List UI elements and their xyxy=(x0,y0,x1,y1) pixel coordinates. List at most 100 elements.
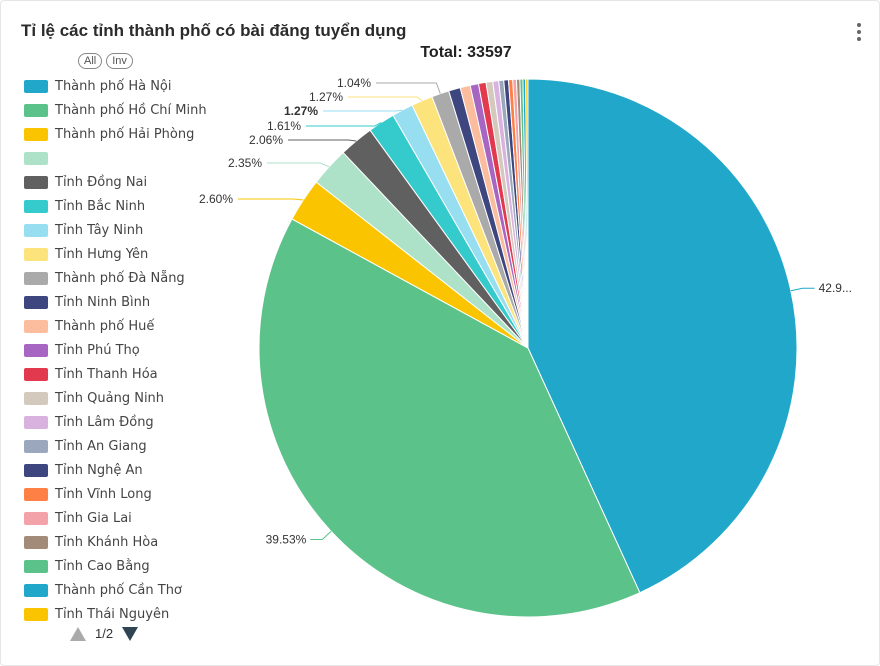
legend-swatch xyxy=(24,103,48,117)
slice-label: 1.61% xyxy=(267,119,301,133)
legend-label: Thành phố Hải Phòng xyxy=(55,126,195,142)
slice-label: 2.35% xyxy=(228,156,262,170)
legend-swatch xyxy=(24,391,48,405)
legend-label: Tỉnh Khánh Hòa xyxy=(55,534,159,550)
legend-item[interactable]: Tỉnh Phú Thọ xyxy=(24,340,140,360)
slice-label: 1.27% xyxy=(284,104,318,118)
legend-item[interactable]: Tỉnh Đồng Nai xyxy=(24,172,147,192)
legend-swatch xyxy=(24,175,48,189)
label-leader-line xyxy=(238,198,304,201)
legend-swatch xyxy=(24,415,48,429)
legend-swatch xyxy=(24,295,48,309)
label-leader-line xyxy=(376,82,441,94)
legend-swatch xyxy=(24,511,48,525)
legend-item[interactable]: Tỉnh Bắc Ninh xyxy=(24,196,145,216)
chart-title: Tỉ lệ các tỉnh thành phố có bài đăng tuy… xyxy=(21,21,407,40)
total-label: Total: 33597 xyxy=(420,44,512,61)
legend-label: Thành phố Huế xyxy=(55,318,155,334)
slice-label: 2.60% xyxy=(199,192,233,206)
slice-label: 2.06% xyxy=(249,133,283,147)
legend-item[interactable]: Thành phố Hải Phòng xyxy=(24,124,194,144)
pie-slice[interactable] xyxy=(525,78,529,349)
legend-swatch xyxy=(24,247,48,261)
legend-item[interactable]: Tỉnh Ninh Bình xyxy=(24,292,150,312)
legend-label: Tỉnh Cao Bằng xyxy=(55,558,150,574)
legend-item[interactable]: Tỉnh Thái Nguyên xyxy=(24,604,169,621)
label-leader-line xyxy=(267,162,330,168)
label-leader-line xyxy=(348,96,423,102)
triangle-up-icon[interactable] xyxy=(70,626,86,641)
legend-swatch xyxy=(24,583,48,597)
legend-label: Tỉnh Thái Nguyên xyxy=(55,606,170,622)
legend-page-indicator: 1/2 xyxy=(95,626,114,641)
slice-label: 39.53% xyxy=(266,533,307,547)
legend-label: Tỉnh Đồng Nai xyxy=(55,174,148,190)
legend-label: Tỉnh Hưng Yên xyxy=(55,246,149,262)
legend-swatch xyxy=(24,151,48,165)
legend-item[interactable]: Tỉnh Thanh Hóa xyxy=(24,364,158,384)
legend-swatch xyxy=(24,79,48,93)
legend-swatch xyxy=(24,127,48,141)
triangle-down-icon[interactable] xyxy=(122,626,139,641)
legend-select-all-button[interactable]: All xyxy=(78,53,103,69)
legend-label: Thành phố Hà Nội xyxy=(55,78,172,94)
legend-swatch xyxy=(24,199,48,213)
legend-pager: 1/2 xyxy=(70,626,139,641)
legend-label: Tỉnh Vĩnh Long xyxy=(55,486,152,502)
legend-item[interactable]: Tỉnh Khánh Hòa xyxy=(24,532,158,552)
legend-label: Tỉnh Phú Thọ xyxy=(55,342,140,358)
label-leader-line xyxy=(790,287,815,292)
label-leader-line xyxy=(288,139,357,142)
slice-label: 42.9... xyxy=(819,281,852,295)
legend-swatch xyxy=(24,463,48,477)
legend-label: Thành phố Đà Nẵng xyxy=(55,270,185,286)
pie-slice[interactable] xyxy=(258,218,641,618)
legend-label: Tỉnh Quảng Ninh xyxy=(55,390,165,406)
legend-item[interactable]: Thành phố Huế xyxy=(24,316,154,336)
legend-item[interactable]: Tỉnh Tây Ninh xyxy=(24,220,143,240)
legend-label: Tỉnh An Giang xyxy=(55,438,147,454)
legend-item[interactable]: Tỉnh Gia Lai xyxy=(24,508,132,528)
legend-swatch xyxy=(24,223,48,237)
legend-item[interactable] xyxy=(24,148,55,168)
legend-item[interactable]: Thành phố Hà Nội xyxy=(24,76,172,96)
label-leader-line xyxy=(323,109,403,112)
legend-label: Tỉnh Thanh Hóa xyxy=(55,366,158,382)
legend-item[interactable]: Tỉnh Hưng Yên xyxy=(24,244,148,264)
legend-swatch xyxy=(24,487,48,501)
legend-swatch xyxy=(24,535,48,549)
legend-controls: All Inv xyxy=(78,53,133,69)
legend-swatch xyxy=(24,559,48,573)
legend-item[interactable]: Tỉnh Vĩnh Long xyxy=(24,484,152,504)
label-leader-line xyxy=(306,122,382,127)
legend-item[interactable]: Tỉnh Quảng Ninh xyxy=(24,388,164,408)
legend-label: Tỉnh Nghệ An xyxy=(55,462,143,478)
legend-label: Tỉnh Tây Ninh xyxy=(55,222,144,238)
legend: Thành phố Hà Nội Thành phố Hồ Chí Minh Thà… xyxy=(24,76,224,621)
legend-label: Tỉnh Ninh Bình xyxy=(55,294,151,310)
legend-item[interactable]: Tỉnh An Giang xyxy=(24,436,147,456)
legend-swatch xyxy=(24,367,48,381)
legend-label: Tỉnh Bắc Ninh xyxy=(55,198,146,214)
slice-label: 1.27% xyxy=(309,90,343,104)
legend-label: Thành phố Hồ Chí Minh xyxy=(55,102,207,118)
legend-label: Tỉnh Gia Lai xyxy=(55,510,132,526)
legend-item[interactable]: Tỉnh Cao Bằng xyxy=(24,556,150,576)
slice-label: 1.04% xyxy=(337,76,371,90)
legend-item[interactable]: Thành phố Hồ Chí Minh xyxy=(24,100,207,120)
legend-inverse-button[interactable]: Inv xyxy=(106,53,133,69)
legend-item[interactable]: Thành phố Đà Nẵng xyxy=(24,268,185,288)
legend-swatch xyxy=(24,319,48,333)
legend-swatch xyxy=(24,271,48,285)
legend-item[interactable]: Tỉnh Lâm Đồng xyxy=(24,412,154,432)
legend-swatch xyxy=(24,607,48,621)
legend-item[interactable]: Thành phố Cần Thơ xyxy=(24,580,182,600)
legend-item[interactable]: Tỉnh Nghệ An xyxy=(24,460,143,480)
legend-swatch xyxy=(24,439,48,453)
legend-label: Tỉnh Lâm Đồng xyxy=(55,414,154,430)
label-leader-line xyxy=(310,530,332,540)
more-vertical-icon[interactable] xyxy=(853,23,865,43)
legend-swatch xyxy=(24,343,48,357)
legend-label: Thành phố Cần Thơ xyxy=(55,582,182,598)
